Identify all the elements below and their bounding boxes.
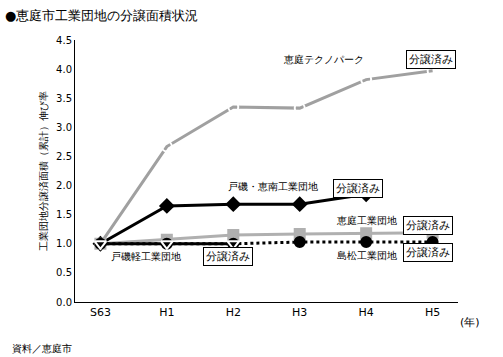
svg-text:3.5: 3.5 [56, 93, 72, 104]
svg-text:4.0: 4.0 [56, 64, 72, 75]
svg-text:分譲済み: 分譲済み [409, 53, 453, 66]
svg-text:0.5: 0.5 [56, 267, 72, 278]
svg-text:3.0: 3.0 [56, 122, 72, 133]
svg-text:島松工業団地: 島松工業団地 [337, 250, 397, 261]
svg-text:分譲済み: 分譲済み [406, 219, 450, 232]
svg-text:H3: H3 [292, 306, 307, 319]
svg-text:1.0: 1.0 [56, 238, 72, 249]
svg-text:工業団地分譲済面積（累計）伸び率: 工業団地分譲済面積（累計）伸び率 [38, 91, 49, 251]
svg-text:H1: H1 [159, 306, 174, 319]
svg-text:0.0: 0.0 [56, 297, 72, 308]
svg-text:H4: H4 [359, 306, 374, 319]
svg-text:2.0: 2.0 [56, 180, 72, 191]
svg-text:恵庭テクノパーク: 恵庭テクノパーク [283, 54, 364, 65]
svg-text:恵庭工業団地: 恵庭工業団地 [336, 215, 397, 226]
svg-text:4.5: 4.5 [56, 35, 72, 46]
svg-text:分譲済み: 分譲済み [406, 246, 450, 259]
svg-text:H2: H2 [226, 306, 241, 319]
svg-text:S63: S63 [90, 306, 111, 319]
svg-text:戸磯軽工業団地: 戸磯軽工業団地 [111, 251, 181, 262]
svg-text:H5: H5 [425, 306, 440, 319]
svg-text:分譲済み: 分譲済み [206, 250, 250, 263]
svg-text:戸磯・恵南工業団地: 戸磯・恵南工業団地 [228, 181, 318, 192]
svg-text:(年): (年) [460, 316, 480, 329]
svg-text:●恵庭市工業団地の分譲面積状況: ●恵庭市工業団地の分譲面積状況 [5, 8, 198, 23]
svg-text:分譲済み: 分譲済み [336, 182, 380, 195]
svg-text:1.5: 1.5 [56, 209, 72, 220]
svg-text:2.5: 2.5 [56, 151, 72, 162]
svg-text:資料／恵庭市: 資料／恵庭市 [12, 343, 72, 354]
